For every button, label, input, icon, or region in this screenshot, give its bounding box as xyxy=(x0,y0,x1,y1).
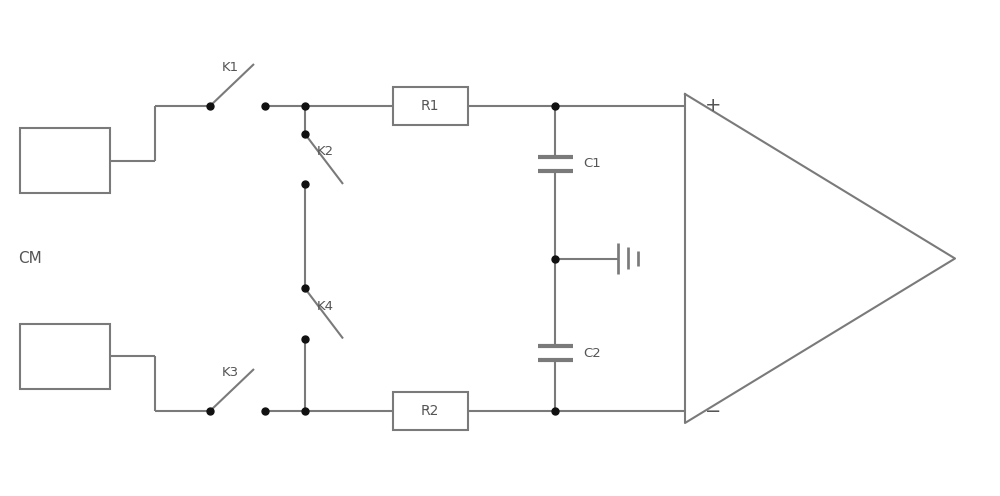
Text: R2: R2 xyxy=(421,404,439,418)
Text: C2: C2 xyxy=(583,347,601,360)
Bar xyxy=(20,323,110,388)
Text: C1: C1 xyxy=(583,157,601,171)
Bar xyxy=(392,87,468,125)
Text: K1: K1 xyxy=(221,61,239,74)
Text: K3: K3 xyxy=(221,366,239,379)
Text: CM: CM xyxy=(18,251,42,266)
Text: K2: K2 xyxy=(317,145,334,159)
Text: +: + xyxy=(705,97,721,116)
Text: −: − xyxy=(705,401,721,421)
Bar xyxy=(392,392,468,430)
Bar xyxy=(20,128,110,193)
Text: R1: R1 xyxy=(421,99,439,113)
Text: K4: K4 xyxy=(317,300,334,313)
